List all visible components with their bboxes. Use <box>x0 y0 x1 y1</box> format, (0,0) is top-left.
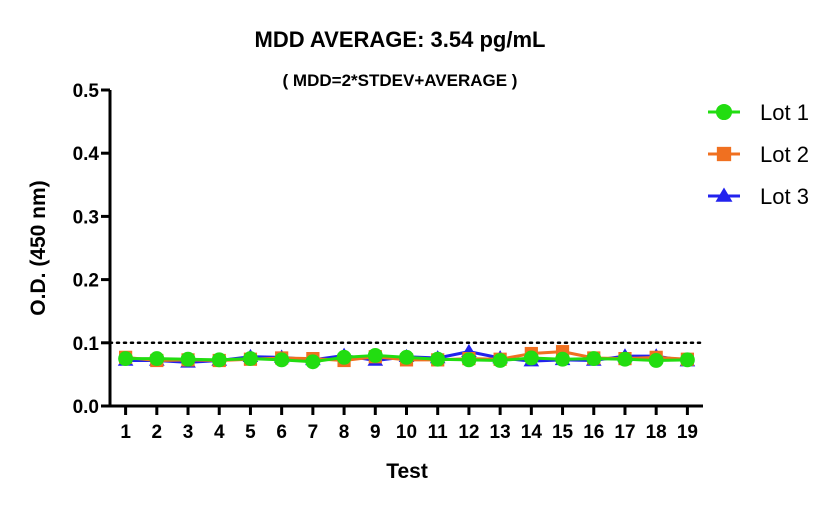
x-tick-label: 7 <box>308 422 319 443</box>
data-point-lot-1 <box>367 348 383 363</box>
y-tick-label: 0.0 <box>73 397 99 418</box>
legend-marker-lot-3 <box>715 187 733 202</box>
x-tick-label: 17 <box>614 422 635 443</box>
legend-item-lot-1: Lot 1 <box>708 100 809 125</box>
x-tick-label: 2 <box>152 422 163 443</box>
x-tick-label: 1 <box>120 422 131 443</box>
data-point-lot-1 <box>523 350 539 366</box>
x-tick-label: 13 <box>490 422 511 443</box>
chart-title: MDD AVERAGE: 3.54 pg/mL <box>255 27 546 52</box>
y-tick-label: 0.4 <box>73 144 100 165</box>
legend: Lot 1 Lot 2 Lot 3 <box>708 100 809 209</box>
legend-marker-lot-2 <box>716 146 732 162</box>
x-tick-label: 10 <box>396 422 417 443</box>
x-tick-label: 5 <box>245 422 256 443</box>
data-point-lot-1 <box>149 351 165 367</box>
x-axis-label: Test <box>386 460 428 483</box>
x-tick-label: 4 <box>214 422 225 443</box>
x-tick-label: 15 <box>552 422 574 443</box>
legend-marker-lot-1 <box>715 103 733 121</box>
y-tick-label: 0.3 <box>73 207 99 228</box>
data-point-lot-1 <box>305 354 321 370</box>
data-point-lot-1 <box>336 349 352 365</box>
data-point-lot-1 <box>274 352 290 368</box>
x-tick-label: 8 <box>339 422 350 443</box>
legend-item-lot-3: Lot 3 <box>708 184 809 209</box>
data-point-lot-1 <box>243 351 258 367</box>
series-group <box>117 343 696 370</box>
y-tick-label: 0.5 <box>73 81 100 102</box>
x-tick-label: 14 <box>521 422 543 443</box>
y-axis-label: O.D. (450 nm) <box>27 180 50 315</box>
data-point-lot-1 <box>617 351 633 367</box>
data-point-lot-1 <box>399 349 414 365</box>
data-point-lot-1 <box>118 351 134 367</box>
x-tick-label: 3 <box>183 422 194 443</box>
data-point-lot-1 <box>430 351 446 367</box>
y-tick-label: 0.1 <box>73 334 100 355</box>
data-point-lot-1 <box>555 351 570 367</box>
x-tick-label: 12 <box>458 422 479 443</box>
legend-label-lot-3: Lot 3 <box>760 184 809 209</box>
axes-group: 0.00.10.20.30.40.51 2 3 4 5 6 7 8 9 10 11 12 13 14 15 1… <box>73 81 703 443</box>
data-point-lot-1 <box>180 351 196 367</box>
y-tick-label: 0.2 <box>73 271 99 292</box>
x-tick-label: 19 <box>677 422 698 443</box>
x-tick-label: 9 <box>370 422 381 443</box>
data-point-lot-1 <box>648 353 664 368</box>
x-tick-label: 16 <box>583 422 604 443</box>
data-point-lot-1 <box>492 353 508 368</box>
data-point-lot-1 <box>211 352 227 368</box>
legend-label-lot-1: Lot 1 <box>760 100 809 125</box>
data-point-lot-1 <box>586 351 602 367</box>
chart-subtitle: ( MDD=2*STDEV+AVERAGE ) <box>283 71 518 90</box>
legend-label-lot-2: Lot 2 <box>760 142 809 167</box>
x-tick-label: 18 <box>646 422 667 443</box>
data-point-lot-1 <box>679 352 695 368</box>
data-point-lot-1 <box>461 352 477 368</box>
legend-item-lot-2: Lot 2 <box>708 142 809 167</box>
x-tick-label: 6 <box>276 422 287 443</box>
x-tick-label: 11 <box>428 422 449 443</box>
series-lot-1 <box>118 348 695 370</box>
